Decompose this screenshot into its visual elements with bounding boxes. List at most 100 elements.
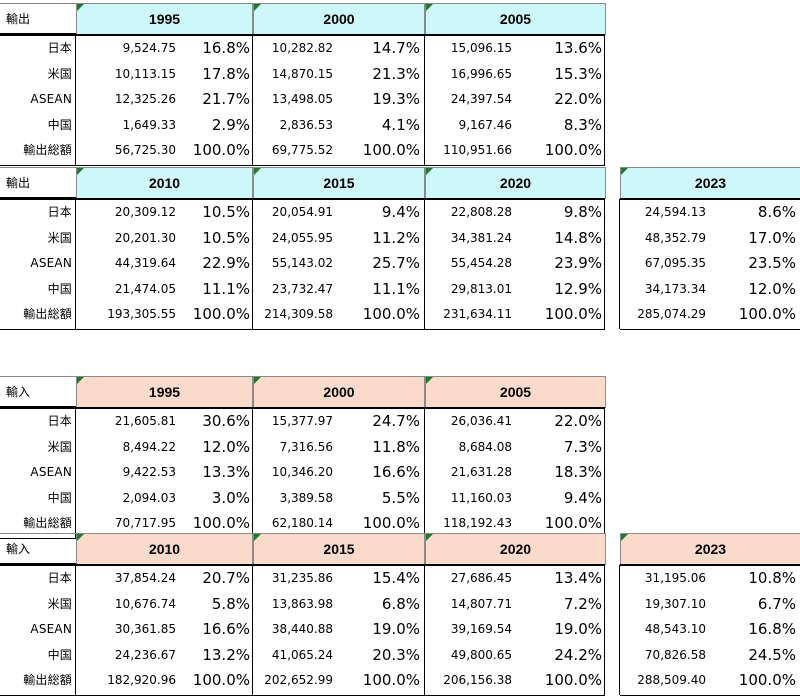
row-label-1: 米国 [47,596,72,611]
share-cell: 2.9% [211,115,250,134]
value-cell: 21,631.28 [450,465,512,479]
year-header-2000: 2000 [253,376,425,408]
value-cell: 2,094.03 [122,490,176,505]
cell-comment-marker-icon [77,168,84,175]
share-cell: 15.4% [372,569,420,587]
share-cell: 19.0% [372,620,420,638]
share-cell: 13.2% [202,645,250,664]
share-cell: 7.3% [563,437,602,456]
cell-comment-marker-icon [77,377,84,384]
cell-comment-marker-icon [254,168,261,175]
value-cell: 110,951.66 [443,143,512,157]
header-underline [0,34,605,36]
cell-comment-marker-icon [621,168,628,175]
value-cell: 15,377.97 [271,414,333,428]
share-cell: 13.4% [554,569,602,587]
header-underline [0,407,605,409]
share-cell: 100.0% [544,305,602,323]
year-header-2000: 2000 [253,3,425,35]
share-cell: 15.3% [554,64,602,83]
year-header-label: 2023 [694,175,727,191]
share-cell: 10.5% [202,203,250,221]
column-divider [424,199,425,329]
value-cell: 38,440.88 [271,622,333,636]
column-divider [252,565,253,695]
cell-comment-marker-icon [426,377,433,384]
value-cell: 206,156.38 [443,673,512,687]
share-cell: 100.0% [738,305,796,323]
year-header-2020: 2020 [425,533,606,565]
row-label-4: 輸出総額 [23,673,72,687]
row-label-3: 中国 [47,281,72,296]
share-cell: 19.3% [372,90,420,108]
year-header-label: 2015 [323,175,355,191]
value-cell: 26,036.41 [450,414,512,428]
cell-comment-marker-icon [254,377,261,384]
share-cell: 8.3% [563,115,602,134]
value-cell: 285,074.29 [637,307,706,321]
header-underline [620,564,800,566]
share-cell: 100.0% [362,305,420,323]
share-cell: 100.0% [544,514,602,532]
value-cell: 2,836.53 [279,117,333,132]
value-cell: 29,813.01 [450,281,512,296]
value-cell: 13,498.05 [271,92,333,106]
value-cell: 39,169.54 [450,622,512,636]
value-cell: 9,524.75 [122,41,176,55]
value-cell: 34,173.34 [644,281,706,296]
share-cell: 10.8% [748,569,796,587]
column-divider [424,35,425,165]
column-divider [75,35,76,165]
value-cell: 202,652.99 [264,673,333,687]
year-header-2015: 2015 [253,533,425,565]
value-cell: 9,167.46 [458,117,512,132]
share-cell: 5.8% [211,594,250,613]
value-cell: 37,854.24 [114,571,176,585]
share-cell: 100.0% [544,141,602,159]
column-divider [75,199,76,329]
table-bottom-border [0,164,605,166]
column-divider [424,408,425,538]
share-cell: 6.7% [757,594,796,613]
value-cell: 231,634.11 [443,307,512,321]
table-bottom-border [620,328,800,330]
value-cell: 48,352.79 [644,230,706,245]
share-cell: 25.7% [372,254,420,272]
share-cell: 14.8% [554,228,602,247]
value-cell: 24,594.13 [644,205,706,219]
share-cell: 9.8% [563,203,602,221]
cell-comment-marker-icon [426,534,433,541]
row-label-3: 中国 [47,490,72,505]
table-bottom-border [0,328,605,330]
year-header-label: 2020 [499,175,532,191]
year-header-label: 2010 [148,541,181,557]
value-cell: 23,732.47 [271,281,333,296]
share-cell: 14.7% [372,39,420,57]
share-cell: 12.9% [554,279,602,298]
share-cell: 17.8% [202,64,250,83]
year-header-2023: 2023 [620,533,800,565]
share-cell: 100.0% [192,141,250,159]
column-divider [604,408,605,538]
share-cell: 21.3% [372,64,420,83]
column-divider [619,565,620,695]
share-cell: 16.8% [748,620,796,638]
value-cell: 27,686.45 [450,571,512,585]
column-divider [604,35,605,165]
column-divider [604,199,605,329]
value-cell: 12,325.26 [114,92,176,106]
share-cell: 12.0% [202,437,250,456]
value-cell: 31,195.06 [644,571,706,585]
value-cell: 10,346.20 [271,465,333,479]
share-cell: 8.6% [757,203,796,221]
value-cell: 118,192.43 [443,516,512,530]
year-header-2005: 2005 [425,376,606,408]
year-header-2023: 2023 [620,167,800,199]
column-divider [252,408,253,538]
share-cell: 21.7% [202,90,250,108]
share-cell: 22.9% [202,254,250,272]
table-type-label: 輸出 [0,167,76,199]
value-cell: 14,807.71 [450,596,512,611]
year-header-label: 2000 [323,384,355,400]
share-cell: 7.2% [563,594,602,613]
